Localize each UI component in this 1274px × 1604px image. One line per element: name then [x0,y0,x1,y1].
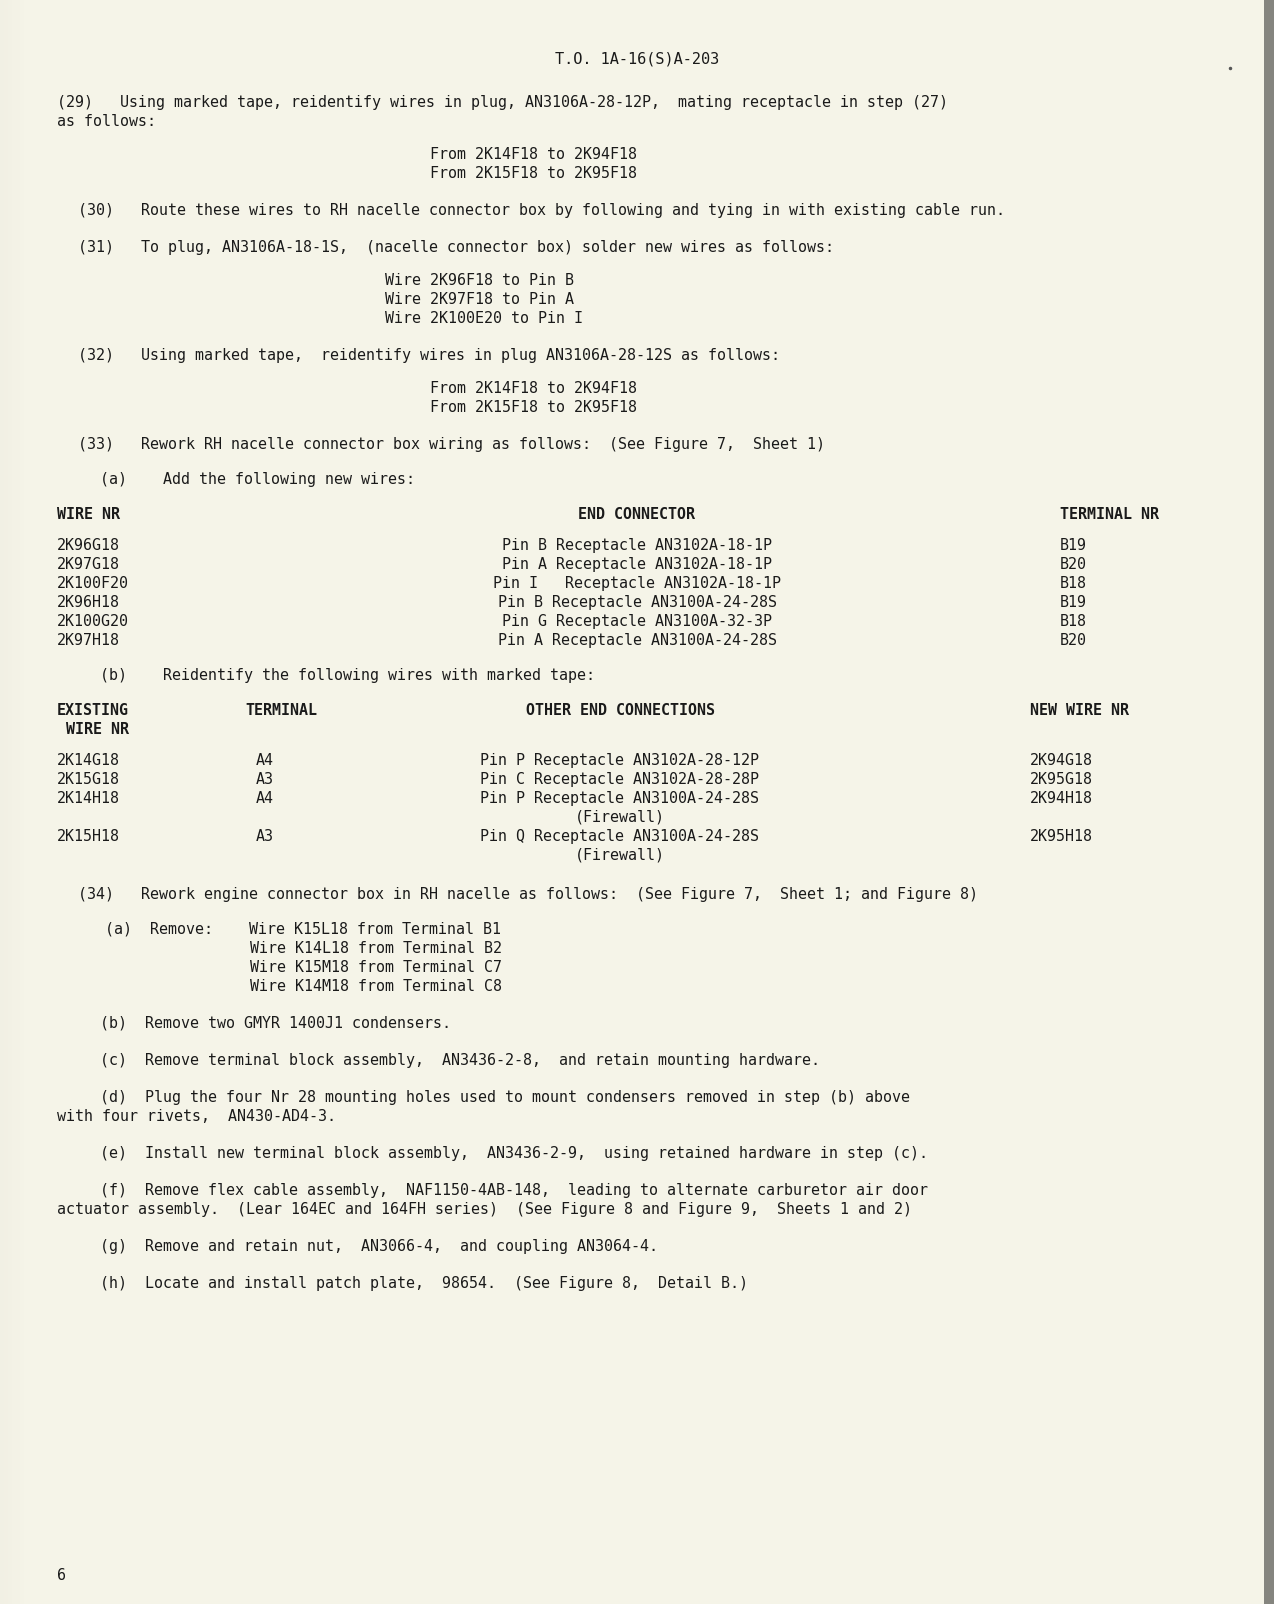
Text: A4: A4 [256,752,274,768]
Text: (31)   To plug, AN3106A-18-1S,  (nacelle connector box) solder new wires as foll: (31) To plug, AN3106A-18-1S, (nacelle co… [78,241,834,255]
Text: B18: B18 [1060,576,1087,590]
Text: actuator assembly.  (Lear 164EC and 164FH series)  (See Figure 8 and Figure 9,  : actuator assembly. (Lear 164EC and 164FH… [57,1201,912,1217]
Text: Pin A Receptacle AN3100A-24-28S: Pin A Receptacle AN3100A-24-28S [498,634,776,648]
Bar [14,0,17,1604]
Text: A3: A3 [256,772,274,788]
Text: EXISTING: EXISTING [57,703,129,719]
Text: with four rivets,  AN430-AD4-3.: with four rivets, AN430-AD4-3. [57,1108,336,1124]
Text: NEW WIRE NR: NEW WIRE NR [1029,703,1129,719]
Text: 2K95H18: 2K95H18 [1029,829,1093,844]
Text: END CONNECTOR: END CONNECTOR [578,507,696,521]
Text: Pin P Receptacle AN3102A-28-12P: Pin P Receptacle AN3102A-28-12P [480,752,759,768]
Text: Wire K15M18 from Terminal C7: Wire K15M18 from Terminal C7 [250,961,502,975]
Text: B19: B19 [1060,595,1087,610]
Text: (34)   Rework engine connector box in RH nacelle as follows:  (See Figure 7,  Sh: (34) Rework engine connector box in RH n… [78,887,978,901]
Text: TERMINAL NR: TERMINAL NR [1060,507,1159,521]
Text: (e)  Install new terminal block assembly,  AN3436-2-9,  using retained hardware : (e) Install new terminal block assembly,… [99,1145,927,1161]
Text: TERMINAL: TERMINAL [245,703,317,719]
Bar [17,0,18,1604]
Text: Wire K14M18 from Terminal C8: Wire K14M18 from Terminal C8 [250,978,502,994]
Text: 2K97G18: 2K97G18 [57,557,120,573]
Text: (c)  Remove terminal block assembly,  AN3436-2-8,  and retain mounting hardware.: (c) Remove terminal block assembly, AN34… [99,1052,820,1068]
Bar [8,0,10,1604]
Text: (33)   Rework RH nacelle connector box wiring as follows:  (See Figure 7,  Sheet: (33) Rework RH nacelle connector box wir… [78,436,826,452]
Text: as follows:: as follows: [57,114,155,128]
Text: 2K14G18: 2K14G18 [57,752,120,768]
Text: A3: A3 [256,829,274,844]
Text: 2K15G18: 2K15G18 [57,772,120,788]
Text: From 2K14F18 to 2K94F18: From 2K14F18 to 2K94F18 [431,148,637,162]
Text: 2K15H18: 2K15H18 [57,829,120,844]
Text: 2K14H18: 2K14H18 [57,791,120,805]
Bar [4,0,6,1604]
Text: Wire K14L18 from Terminal B2: Wire K14L18 from Terminal B2 [250,942,502,956]
Text: 2K96H18: 2K96H18 [57,595,120,610]
Bar [0,0,3,1604]
Text: B19: B19 [1060,537,1087,553]
Text: 2K94H18: 2K94H18 [1029,791,1093,805]
Text: (a)    Add the following new wires:: (a) Add the following new wires: [99,472,415,488]
Text: (29)   Using marked tape, reidentify wires in plug, AN3106A-28-12P,  mating rece: (29) Using marked tape, reidentify wires… [57,95,948,111]
Text: Pin P Receptacle AN3100A-24-28S: Pin P Receptacle AN3100A-24-28S [480,791,759,805]
Text: Wire 2K100E20 to Pin I: Wire 2K100E20 to Pin I [385,311,583,326]
Text: 2K94G18: 2K94G18 [1029,752,1093,768]
Text: (h)  Locate and install patch plate,  98654.  (See Figure 8,  Detail B.): (h) Locate and install patch plate, 9865… [99,1277,748,1291]
Text: Pin C Receptacle AN3102A-28-28P: Pin C Receptacle AN3102A-28-28P [480,772,759,788]
Text: OTHER END CONNECTIONS: OTHER END CONNECTIONS [525,703,715,719]
Text: 2K100F20: 2K100F20 [57,576,129,590]
Text: (Firewall): (Firewall) [575,849,665,863]
Text: Wire 2K96F18 to Pin B: Wire 2K96F18 to Pin B [385,273,575,289]
Text: A4: A4 [256,791,274,805]
Text: (b)    Reidentify the following wires with marked tape:: (b) Reidentify the following wires with … [99,667,595,683]
Text: Pin A Receptacle AN3102A-18-1P: Pin A Receptacle AN3102A-18-1P [502,557,772,573]
Text: B20: B20 [1060,557,1087,573]
Text: Wire 2K97F18 to Pin A: Wire 2K97F18 to Pin A [385,292,575,306]
Text: WIRE NR: WIRE NR [57,722,129,736]
Text: B20: B20 [1060,634,1087,648]
Text: (30)   Route these wires to RH nacelle connector box by following and tying in w: (30) Route these wires to RH nacelle con… [78,204,1005,218]
Bar [18,0,20,1604]
Bar [6,0,8,1604]
Text: 6: 6 [57,1569,66,1583]
Text: 2K95G18: 2K95G18 [1029,772,1093,788]
Text: (b)  Remove two GMYR 1400J1 condensers.: (b) Remove two GMYR 1400J1 condensers. [99,1015,451,1031]
Bar [1264,0,1274,1604]
Text: Pin G Receptacle AN3100A-32-3P: Pin G Receptacle AN3100A-32-3P [502,614,772,629]
Text: B18: B18 [1060,614,1087,629]
Text: (g)  Remove and retain nut,  AN3066-4,  and coupling AN3064-4.: (g) Remove and retain nut, AN3066-4, and… [99,1238,657,1254]
Text: Pin Q Receptacle AN3100A-24-28S: Pin Q Receptacle AN3100A-24-28S [480,829,759,844]
Bar [3,0,4,1604]
Text: (d)  Plug the four Nr 28 mounting holes used to mount condensers removed in step: (d) Plug the four Nr 28 mounting holes u… [99,1091,910,1105]
Text: (32)   Using marked tape,  reidentify wires in plug AN3106A-28-12S as follows:: (32) Using marked tape, reidentify wires… [78,348,780,363]
Text: Pin I   Receptacle AN3102A-18-1P: Pin I Receptacle AN3102A-18-1P [493,576,781,590]
Bar [11,0,14,1604]
Text: From 2K15F18 to 2K95F18: From 2K15F18 to 2K95F18 [431,399,637,415]
Bar [10,0,11,1604]
Text: (f)  Remove flex cable assembly,  NAF1150-4AB-148,  leading to alternate carbure: (f) Remove flex cable assembly, NAF1150-… [99,1184,927,1198]
Bar [22,0,24,1604]
Text: 2K97H18: 2K97H18 [57,634,120,648]
Text: 2K96G18: 2K96G18 [57,537,120,553]
Bar [20,0,22,1604]
Text: T.O. 1A-16(S)A-203: T.O. 1A-16(S)A-203 [555,51,719,67]
Text: Pin B Receptacle AN3100A-24-28S: Pin B Receptacle AN3100A-24-28S [498,595,776,610]
Text: 2K100G20: 2K100G20 [57,614,129,629]
Text: (a)  Remove:    Wire K15L18 from Terminal B1: (a) Remove: Wire K15L18 from Terminal B1 [104,922,501,937]
Text: From 2K15F18 to 2K95F18: From 2K15F18 to 2K95F18 [431,165,637,181]
Text: WIRE NR: WIRE NR [57,507,120,521]
Text: From 2K14F18 to 2K94F18: From 2K14F18 to 2K94F18 [431,382,637,396]
Text: Pin B Receptacle AN3102A-18-1P: Pin B Receptacle AN3102A-18-1P [502,537,772,553]
Text: (Firewall): (Firewall) [575,810,665,824]
